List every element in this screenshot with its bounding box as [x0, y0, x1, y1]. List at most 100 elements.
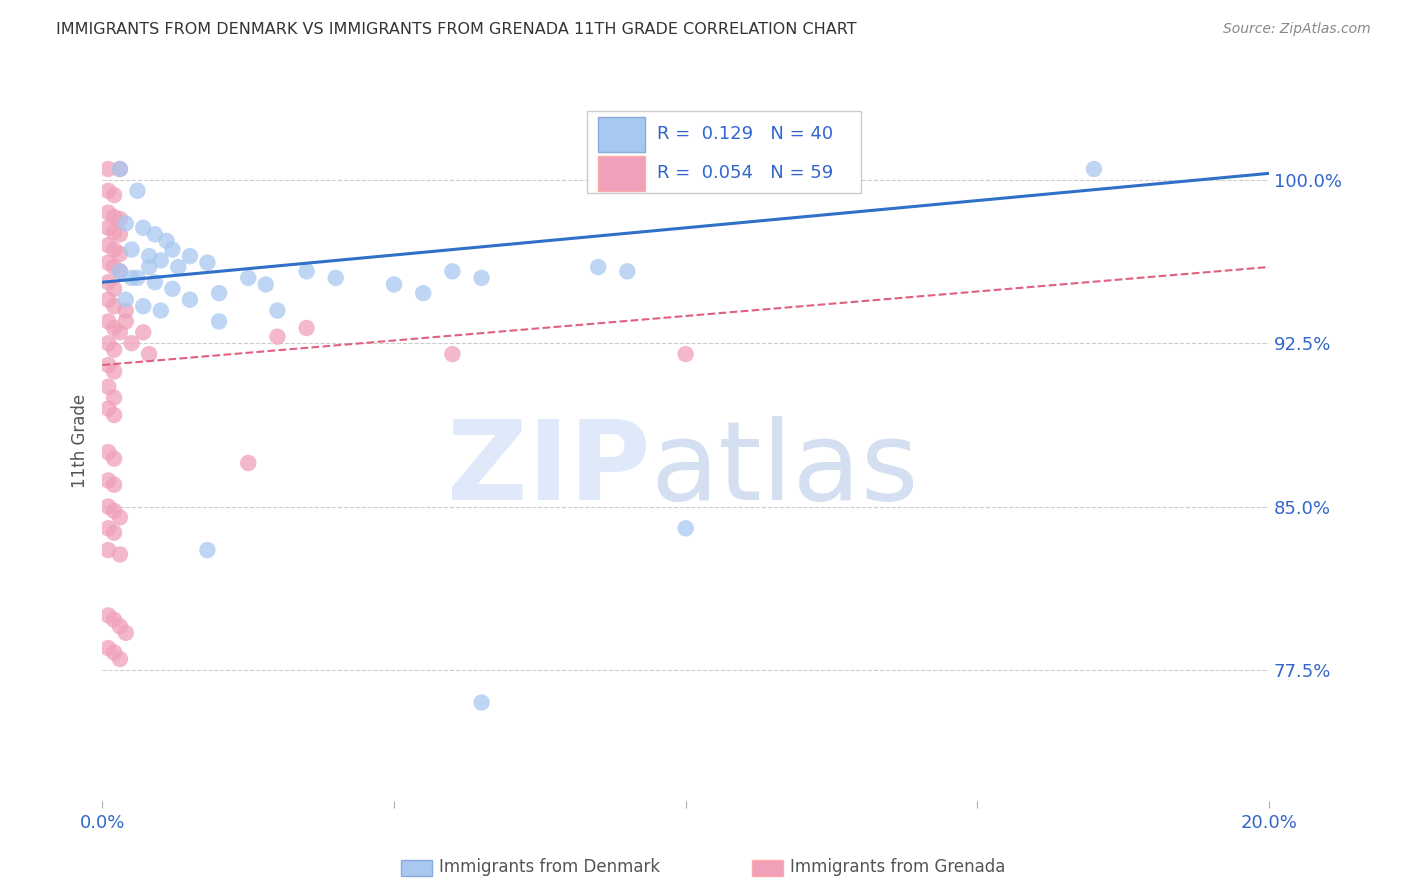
Point [470, 271, 492, 285]
Point [103, 225, 125, 239]
Point [382, 277, 405, 292]
Point [412, 286, 434, 301]
Point [108, 227, 131, 242]
Text: Immigrants from Grenada: Immigrants from Grenada [790, 858, 1005, 876]
Point [97, 608, 120, 623]
Point [675, 347, 697, 361]
Point [108, 652, 131, 666]
Point [97, 543, 120, 558]
Point [441, 347, 464, 361]
Point [103, 365, 125, 379]
Point [97, 184, 120, 198]
Point [138, 249, 160, 263]
Point [238, 271, 260, 285]
Point [97, 641, 120, 656]
Point [149, 303, 172, 318]
Point [97, 161, 120, 176]
Point [132, 299, 155, 313]
Point [103, 451, 125, 466]
Point [114, 293, 136, 307]
Point [108, 548, 131, 562]
Point [121, 243, 143, 257]
Point [138, 347, 160, 361]
Text: atlas: atlas [651, 417, 920, 524]
Point [108, 264, 131, 278]
Point [103, 613, 125, 627]
Point [586, 260, 609, 274]
Point [162, 282, 184, 296]
Point [103, 343, 125, 357]
Point [103, 260, 125, 274]
Point [616, 264, 638, 278]
Point [97, 500, 120, 514]
Point [97, 445, 120, 459]
Point [97, 358, 120, 372]
Point [127, 271, 149, 285]
Point [441, 264, 464, 278]
Point [132, 220, 155, 235]
Point [108, 161, 131, 176]
Point [167, 260, 190, 274]
Point [208, 314, 231, 328]
Point [197, 255, 219, 269]
Point [97, 521, 120, 535]
Point [97, 314, 120, 328]
Point [266, 329, 288, 343]
Point [325, 271, 347, 285]
Point [295, 321, 318, 335]
Point [103, 525, 125, 540]
Text: ZIP: ZIP [447, 417, 651, 524]
Point [103, 282, 125, 296]
Point [132, 326, 155, 340]
Point [266, 303, 288, 318]
Point [103, 299, 125, 313]
Point [149, 253, 172, 268]
Point [103, 210, 125, 224]
Point [103, 477, 125, 491]
Point [103, 391, 125, 405]
Bar [598, 117, 645, 152]
Point [97, 293, 120, 307]
Point [97, 255, 120, 269]
Point [97, 238, 120, 252]
Point [97, 474, 120, 488]
Point [179, 249, 201, 263]
Point [103, 645, 125, 659]
Point [138, 260, 160, 274]
Point [103, 408, 125, 422]
Point [295, 264, 318, 278]
Point [143, 227, 166, 242]
Point [470, 696, 492, 710]
Point [238, 456, 260, 470]
Text: R =  0.054   N = 59: R = 0.054 N = 59 [657, 163, 832, 182]
Text: Immigrants from Denmark: Immigrants from Denmark [439, 858, 659, 876]
Point [114, 216, 136, 230]
Point [108, 326, 131, 340]
Point [197, 543, 219, 558]
Point [108, 212, 131, 227]
Point [97, 380, 120, 394]
Point [121, 336, 143, 351]
Text: IMMIGRANTS FROM DENMARK VS IMMIGRANTS FROM GRENADA 11TH GRADE CORRELATION CHART: IMMIGRANTS FROM DENMARK VS IMMIGRANTS FR… [56, 22, 856, 37]
Point [155, 234, 177, 248]
Point [179, 293, 201, 307]
Point [675, 521, 697, 535]
Point [97, 401, 120, 416]
Point [108, 247, 131, 261]
Y-axis label: 11th Grade: 11th Grade [72, 394, 89, 488]
Point [162, 243, 184, 257]
Point [114, 303, 136, 318]
Point [97, 205, 120, 219]
Point [108, 161, 131, 176]
FancyBboxPatch shape [586, 111, 860, 194]
Point [114, 625, 136, 640]
Point [97, 275, 120, 289]
Point [1083, 161, 1105, 176]
Text: R =  0.129   N = 40: R = 0.129 N = 40 [657, 125, 832, 143]
Point [108, 619, 131, 633]
Point [108, 510, 131, 524]
Point [127, 184, 149, 198]
Point [208, 286, 231, 301]
Point [103, 504, 125, 518]
Bar [598, 156, 645, 191]
